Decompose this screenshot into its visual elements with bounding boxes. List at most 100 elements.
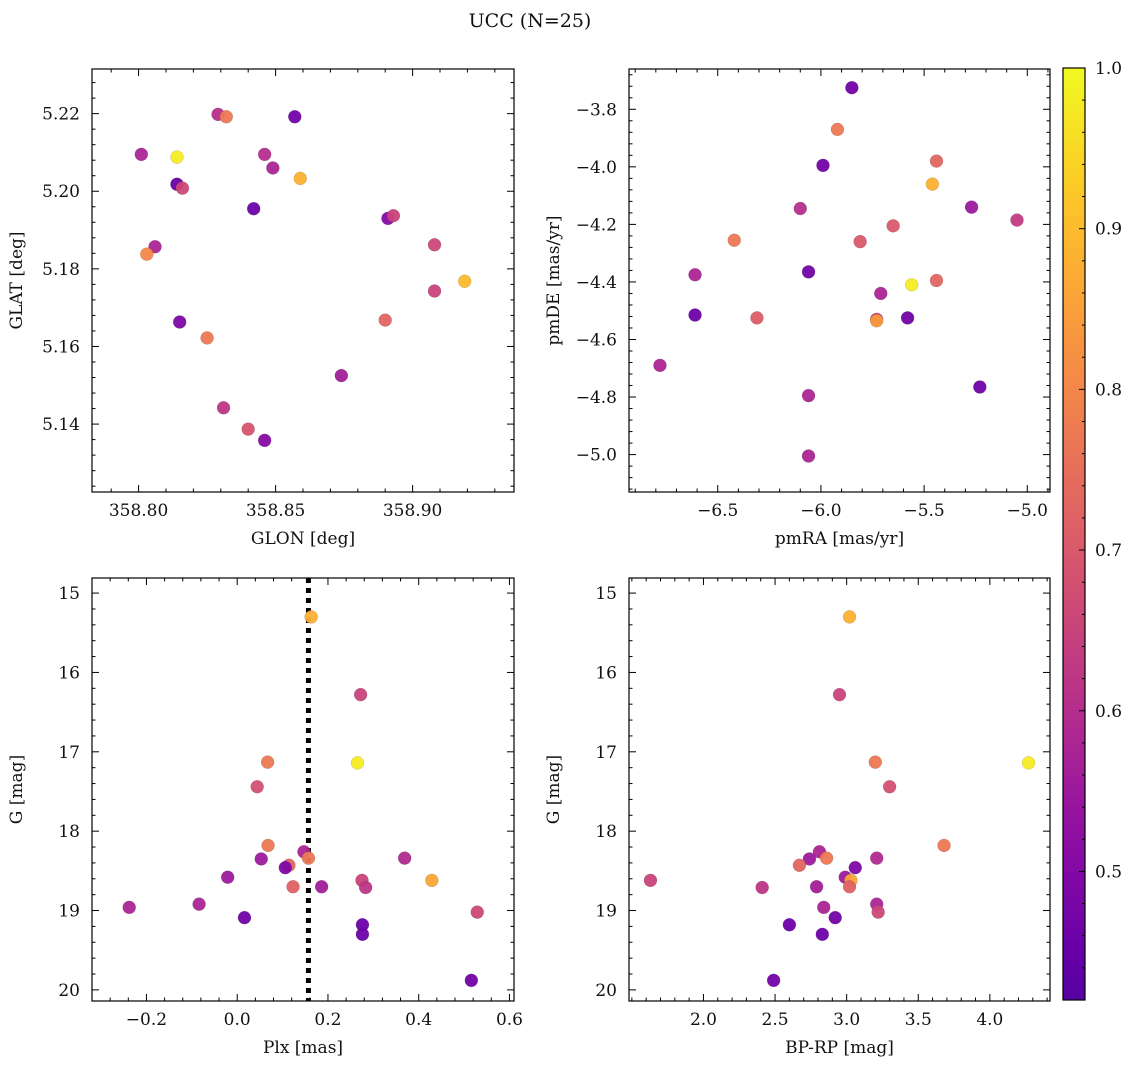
y-tick-label: −4.2 — [576, 215, 617, 235]
plot-frame — [628, 577, 1051, 1002]
x-tick-label: −0.2 — [126, 1010, 167, 1030]
data-point — [882, 779, 897, 794]
data-point — [816, 900, 831, 915]
y-tick-label: 15 — [58, 584, 80, 604]
data-point — [653, 358, 667, 373]
data-point — [964, 200, 979, 214]
data-point — [237, 910, 252, 925]
data-point — [973, 380, 987, 394]
x-tick-label: 358.80 — [109, 501, 168, 521]
x-axis-label: pmRA [mas/yr] — [775, 529, 904, 549]
data-point — [246, 201, 261, 216]
y-tick-label: 18 — [595, 822, 617, 842]
data-point — [350, 756, 365, 770]
data-point — [900, 311, 915, 325]
x-tick-label: 4.0 — [976, 1010, 1003, 1030]
data-point — [425, 873, 439, 888]
data-point — [200, 331, 214, 345]
y-tick-label: 19 — [58, 902, 80, 922]
panel-glon-glat: 358.80 358.85 358.90 5.14 5.16 5.18 5.20 5.22 GL… — [7, 68, 515, 549]
data-point — [929, 273, 944, 288]
y-tick-label: −4.4 — [576, 273, 617, 293]
data-point — [828, 910, 842, 925]
data-point — [457, 274, 472, 289]
y-tick-label: −5.0 — [576, 446, 617, 466]
data-point — [869, 314, 884, 328]
data-point — [925, 177, 940, 191]
y-tick-label: −4.6 — [576, 330, 617, 350]
colorbar-tick-label: 0.5 — [1095, 862, 1122, 882]
y-tick-label: 17 — [595, 743, 617, 763]
data-point — [170, 150, 184, 164]
colorbar-tick-label: 0.6 — [1095, 702, 1122, 722]
data-point — [793, 201, 808, 216]
data-point — [122, 900, 136, 915]
x-tick-label: −6.5 — [697, 501, 738, 521]
data-point — [801, 265, 816, 279]
y-tick-label: −4.0 — [576, 158, 617, 178]
data-point — [886, 219, 900, 233]
data-point — [172, 315, 187, 329]
data-point — [397, 851, 412, 865]
plot-frame — [91, 68, 515, 493]
x-axis-label: Plx [mas] — [263, 1038, 343, 1058]
y-tick-label: 5.20 — [42, 182, 80, 202]
data-point — [816, 158, 830, 173]
data-point — [755, 880, 769, 895]
y-tick-label: 15 — [595, 584, 617, 604]
data-point — [643, 873, 658, 888]
data-point — [1021, 756, 1036, 770]
data-point — [904, 278, 919, 292]
y-tick-label: −3.8 — [576, 100, 617, 120]
data-point — [288, 109, 302, 124]
data-point — [175, 181, 190, 195]
data-point — [853, 234, 867, 249]
data-point — [192, 897, 206, 911]
data-point — [929, 154, 944, 168]
data-point — [134, 147, 149, 162]
colorbar-tick-label: 1.0 — [1095, 59, 1122, 79]
data-point — [250, 779, 264, 794]
x-tick-label: −5.5 — [903, 501, 944, 521]
data-point — [845, 80, 859, 95]
x-axis-label: BP-RP [mag] — [785, 1038, 894, 1058]
colorbar-tick-label: 0.7 — [1095, 541, 1122, 561]
data-point — [140, 247, 154, 261]
data-point — [286, 879, 300, 894]
data-point — [792, 858, 807, 873]
data-point — [819, 851, 834, 865]
plot-frame — [91, 577, 515, 1002]
data-point — [842, 879, 857, 894]
x-tick-label: −6.0 — [800, 501, 841, 521]
y-axis-label: G [mag] — [7, 755, 27, 824]
x-tick-label: 0.0 — [224, 1010, 251, 1030]
x-axis-label: GLON [deg] — [251, 529, 355, 549]
y-tick-label: 5.18 — [42, 260, 80, 280]
data-point — [750, 311, 764, 325]
y-tick-label: 5.14 — [42, 415, 80, 435]
data-point — [782, 918, 797, 932]
y-tick-label: 5.16 — [42, 337, 80, 357]
data-point — [216, 401, 231, 415]
data-point — [868, 755, 883, 769]
x-tick-label: −5.0 — [1007, 501, 1048, 521]
data-point — [219, 109, 234, 124]
data-point — [427, 238, 442, 252]
data-point — [254, 852, 269, 866]
data-point — [464, 973, 479, 988]
data-point — [688, 267, 702, 282]
data-point — [266, 161, 280, 175]
data-point — [815, 927, 830, 942]
data-point — [470, 905, 484, 919]
colorbar-tick-label: 0.9 — [1095, 220, 1122, 240]
data-point — [688, 308, 702, 322]
y-tick-label: 19 — [595, 902, 617, 922]
x-tick-label: 2.0 — [690, 1010, 717, 1030]
x-tick-label: 0.4 — [405, 1010, 432, 1030]
data-point — [358, 880, 373, 895]
y-tick-label: 20 — [595, 981, 617, 1001]
y-tick-label: 17 — [58, 743, 80, 763]
figure-title: UCC (N=25) — [469, 10, 592, 32]
data-point — [386, 208, 401, 223]
